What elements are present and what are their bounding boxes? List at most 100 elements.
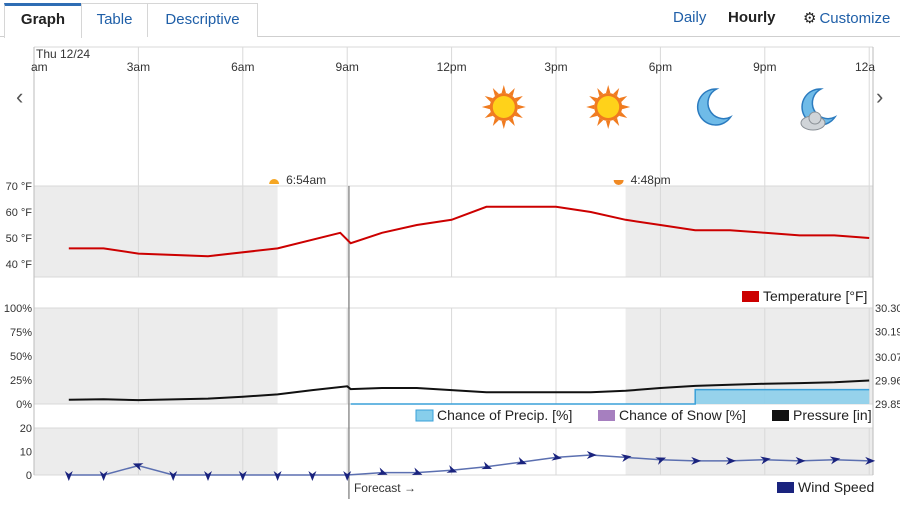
pressure-y-tick: 30.07 (875, 352, 900, 364)
previous-arrow-icon[interactable]: ‹ (16, 84, 24, 109)
wind-direction-arrow (343, 471, 352, 481)
next-arrow-icon[interactable]: › (876, 84, 884, 109)
pressure-y-tick: 29.85 (875, 399, 900, 411)
wind-direction-arrow (795, 456, 806, 465)
moon-icon (696, 88, 733, 126)
time-tick-label: 9pm (753, 60, 776, 74)
sun-disc (597, 96, 620, 118)
sun-ray (619, 111, 628, 118)
wind-direction-arrow (586, 451, 597, 460)
snow-legend-label: Chance of Snow [%] (619, 407, 746, 423)
wind-direction-arrow (169, 471, 178, 481)
wind-direction-arrow (204, 471, 212, 481)
sun-ray (484, 96, 493, 103)
sun-ray (517, 104, 526, 110)
percent-y-tick: 0% (16, 399, 32, 411)
wind-direction-arrow (99, 471, 108, 481)
sun-disc (492, 96, 515, 118)
temperature-legend-label: Temperature [°F] (763, 288, 867, 304)
wind-direction-arrow (829, 456, 841, 465)
date-label: Thu 12/24 (36, 47, 90, 61)
precip-legend-label: Chance of Precip. [%] (437, 407, 572, 423)
sun-ray (492, 87, 499, 97)
temperature-line (68, 205, 870, 258)
sun-ray (597, 87, 604, 97)
wind-direction-arrow (620, 454, 632, 463)
wind-direction-arrow (64, 471, 73, 481)
wind-direction-arrow (691, 456, 702, 465)
wind-direction-arrow (516, 456, 527, 465)
customize-link[interactable]: ⚙ Customize (803, 9, 890, 27)
sun-ray (514, 96, 523, 103)
time-tick-label: 6am (231, 60, 254, 74)
sunset-icon (613, 180, 624, 185)
wind-legend-label: Wind Speed (798, 479, 874, 495)
wind-direction-arrow (273, 471, 282, 481)
percent-y-tick: 50% (10, 351, 32, 363)
sun-ray (619, 96, 628, 103)
wind-direction-arrow (551, 452, 562, 461)
pressure-y-tick: 30.19 (875, 326, 900, 338)
wind-direction-arrow (446, 465, 458, 473)
pressure-y-tick: 29.96 (875, 376, 900, 388)
sun-ray (597, 117, 604, 127)
pressure-line (68, 379, 870, 402)
temperature-y-tick: 40 °F (6, 259, 33, 271)
sun-ray (508, 87, 515, 97)
gear-icon: ⚙ (803, 10, 817, 27)
night-shade (34, 428, 278, 475)
sun-ray (605, 85, 611, 94)
percent-y-tick: 25% (10, 375, 32, 387)
wind-direction-arrow (481, 461, 493, 470)
temperature-y-tick: 50 °F (6, 233, 33, 245)
tab-graph[interactable]: Graph (4, 3, 82, 38)
sun-ray (484, 111, 493, 118)
sun-ray (501, 85, 507, 94)
sun-icon (586, 85, 631, 129)
wind-direction-arrow (132, 463, 144, 471)
wind-y-tick: 10 (20, 447, 32, 459)
moon-shape (696, 88, 733, 126)
pressure-legend-swatch (772, 410, 789, 421)
time-tick-label: 6pm (649, 60, 672, 74)
percent-y-tick: 100% (4, 303, 32, 315)
top-toolbar: Graph Table Descriptive Daily Hourly ⚙ Cu… (0, 0, 900, 38)
daily-view-link[interactable]: Daily (673, 9, 707, 26)
wind-direction-arrow (238, 471, 247, 481)
sun-ray (613, 87, 620, 97)
time-tick-label: am (31, 60, 48, 74)
wind-direction-arrow (865, 456, 876, 465)
forecast-label: Forecast → (354, 481, 416, 495)
tab-table[interactable]: Table (81, 3, 148, 37)
wind-y-tick: 20 (20, 423, 32, 435)
pressure-y-tick: 30.30 (875, 303, 900, 315)
time-tick-label: 12a (855, 60, 875, 74)
hourly-view-link[interactable]: Hourly (728, 9, 776, 26)
sun-ray (605, 120, 611, 129)
sun-ray (514, 111, 523, 118)
sun-ray (589, 111, 598, 118)
wind-direction-arrow (655, 457, 667, 465)
sun-icon (481, 85, 526, 129)
sun-ray (481, 104, 490, 110)
wind-y-tick: 0 (26, 470, 32, 482)
sun-ray (622, 104, 631, 110)
sunset-time: 4:48pm (631, 173, 671, 187)
snow-legend-swatch (598, 410, 615, 421)
time-tick-label: 9am (336, 60, 359, 74)
customize-label: Customize (819, 10, 891, 27)
time-tick-label: 3pm (544, 60, 567, 74)
sun-ray (589, 96, 598, 103)
temperature-y-tick: 70 °F (6, 181, 33, 193)
night-shade (34, 186, 278, 277)
tab-descriptive[interactable]: Descriptive (147, 3, 258, 37)
time-tick-label: 12pm (437, 60, 467, 74)
wind-line (68, 454, 870, 476)
wind-direction-arrow (411, 467, 423, 476)
wind-direction-arrow (726, 456, 736, 465)
night-shade (34, 308, 278, 404)
sun-ray (492, 117, 499, 127)
sun-ray (501, 120, 507, 129)
sun-ray (613, 117, 620, 127)
